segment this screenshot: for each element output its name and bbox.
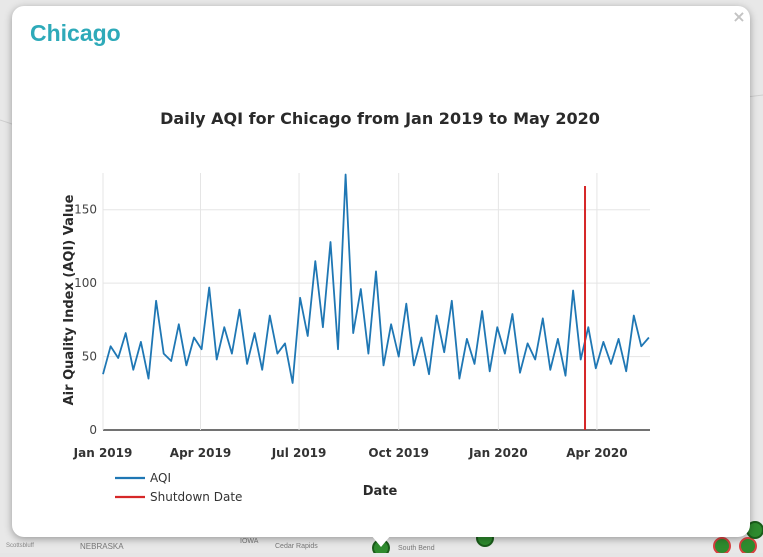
- x-tick-label: Jan 2019: [73, 446, 133, 460]
- x-tick-label: Jul 2019: [271, 446, 327, 460]
- y-tick-label: 150: [74, 203, 97, 217]
- popup-city-title: Chicago: [30, 20, 121, 46]
- y-axis-label: Air Quality Index (AQI) Value: [62, 194, 77, 405]
- chart-title: Daily AQI for Chicago from Jan 2019 to M…: [160, 109, 600, 128]
- close-icon[interactable]: ×: [732, 7, 746, 26]
- x-tick-label: Apr 2019: [170, 446, 231, 460]
- y-tick-label: 50: [82, 350, 97, 364]
- legend[interactable]: AQI Shutdown Date: [115, 471, 242, 504]
- map-label: IOWA: [240, 538, 259, 545]
- city-popup: [12, 6, 750, 537]
- x-axis-ticks: Jan 2019 Apr 2019 Jul 2019 Oct 2019 Jan 2020…: [73, 446, 628, 460]
- map-label: South Bend: [398, 545, 435, 552]
- popup-pointer: [371, 535, 391, 547]
- legend-label[interactable]: AQI: [150, 471, 171, 485]
- y-tick-label: 100: [74, 276, 97, 290]
- legend-label[interactable]: Shutdown Date: [150, 490, 242, 504]
- series-layer: [102, 173, 650, 384]
- x-tick-label: Oct 2019: [368, 446, 429, 460]
- x-axis-label: Date: [363, 484, 398, 499]
- map-label: Scottsbluff: [6, 543, 34, 549]
- y-axis-ticks: 0 50 100 150: [74, 203, 97, 437]
- map-label: Cedar Rapids: [275, 543, 318, 550]
- grid-lines: [102, 173, 650, 431]
- y-tick-label: 0: [89, 423, 97, 437]
- aqi-series-line: [102, 173, 650, 384]
- x-tick-label: Apr 2020: [566, 446, 627, 460]
- x-tick-label: Jan 2020: [468, 446, 528, 460]
- map-label: NEBRASKA: [80, 542, 124, 551]
